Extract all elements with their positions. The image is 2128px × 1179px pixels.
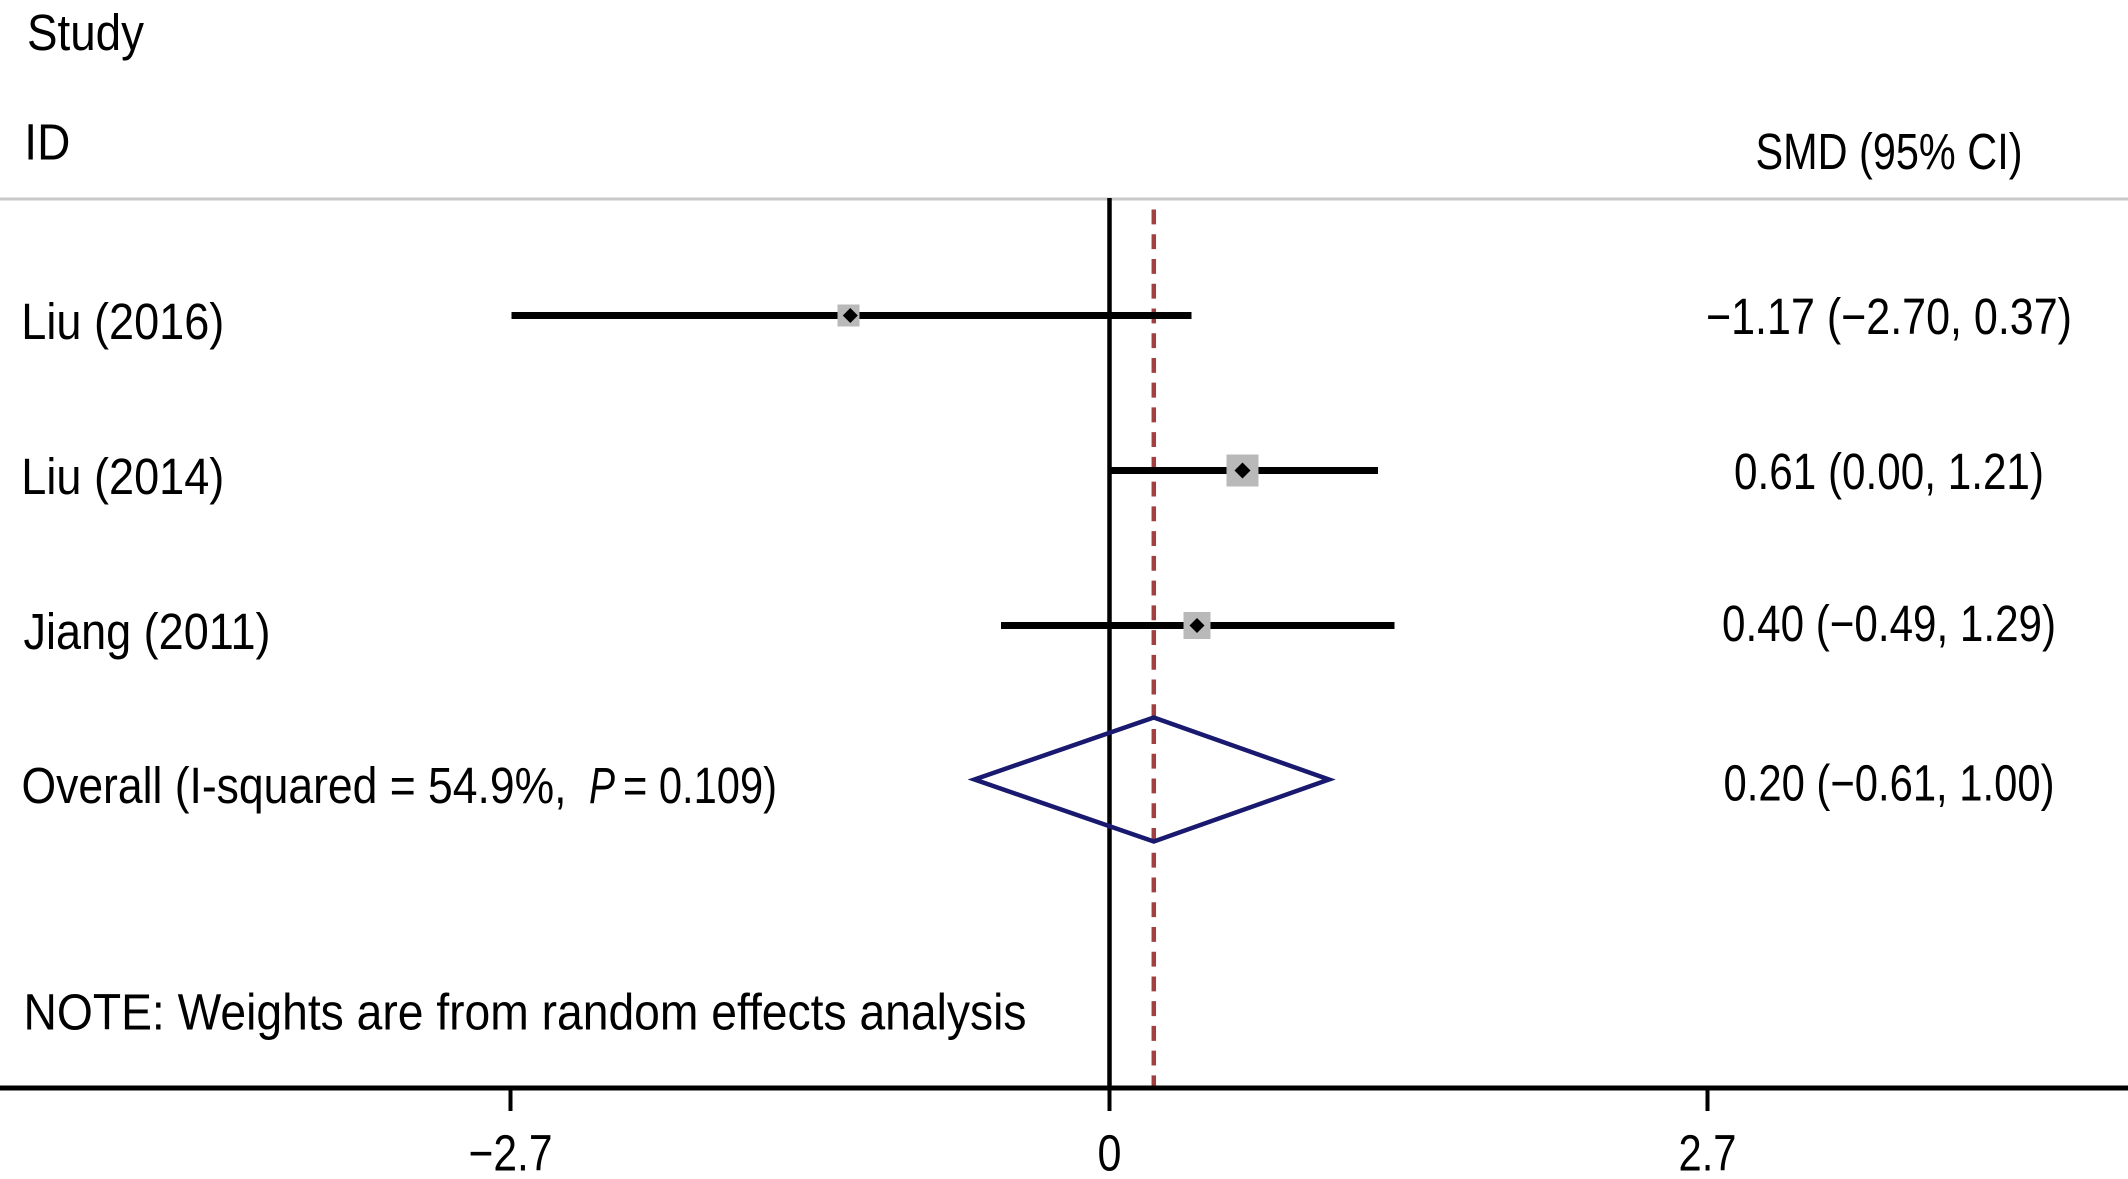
svg-text:P: P xyxy=(589,757,615,814)
svg-text:0.61 (0.00, 1.21): 0.61 (0.00, 1.21) xyxy=(1734,443,2044,500)
svg-text:−2.7: −2.7 xyxy=(469,1125,553,1179)
svg-text:0.40 (−0.49, 1.29): 0.40 (−0.49, 1.29) xyxy=(1722,595,2056,652)
svg-text:NOTE: Weights are from random: NOTE: Weights are from random effects an… xyxy=(24,984,1027,1041)
svg-text:0: 0 xyxy=(1098,1125,1122,1179)
svg-text:Jiang (2011): Jiang (2011) xyxy=(24,603,271,660)
svg-text:Liu (2014): Liu (2014) xyxy=(21,448,224,505)
svg-text:ID: ID xyxy=(24,114,70,171)
svg-text:−1.17 (−2.70, 0.37): −1.17 (−2.70, 0.37) xyxy=(1706,288,2072,345)
svg-text:2.7: 2.7 xyxy=(1679,1125,1737,1179)
svg-text:= 0.109): = 0.109) xyxy=(623,757,777,814)
svg-text:Overall (I-squared = 54.9%,: Overall (I-squared = 54.9%, xyxy=(22,757,567,814)
svg-text:SMD (95% CI): SMD (95% CI) xyxy=(1756,123,2023,180)
svg-text:Study: Study xyxy=(27,4,144,61)
svg-text:Liu (2016): Liu (2016) xyxy=(21,293,224,350)
svg-text:0.20 (−0.61, 1.00): 0.20 (−0.61, 1.00) xyxy=(1724,755,2055,812)
